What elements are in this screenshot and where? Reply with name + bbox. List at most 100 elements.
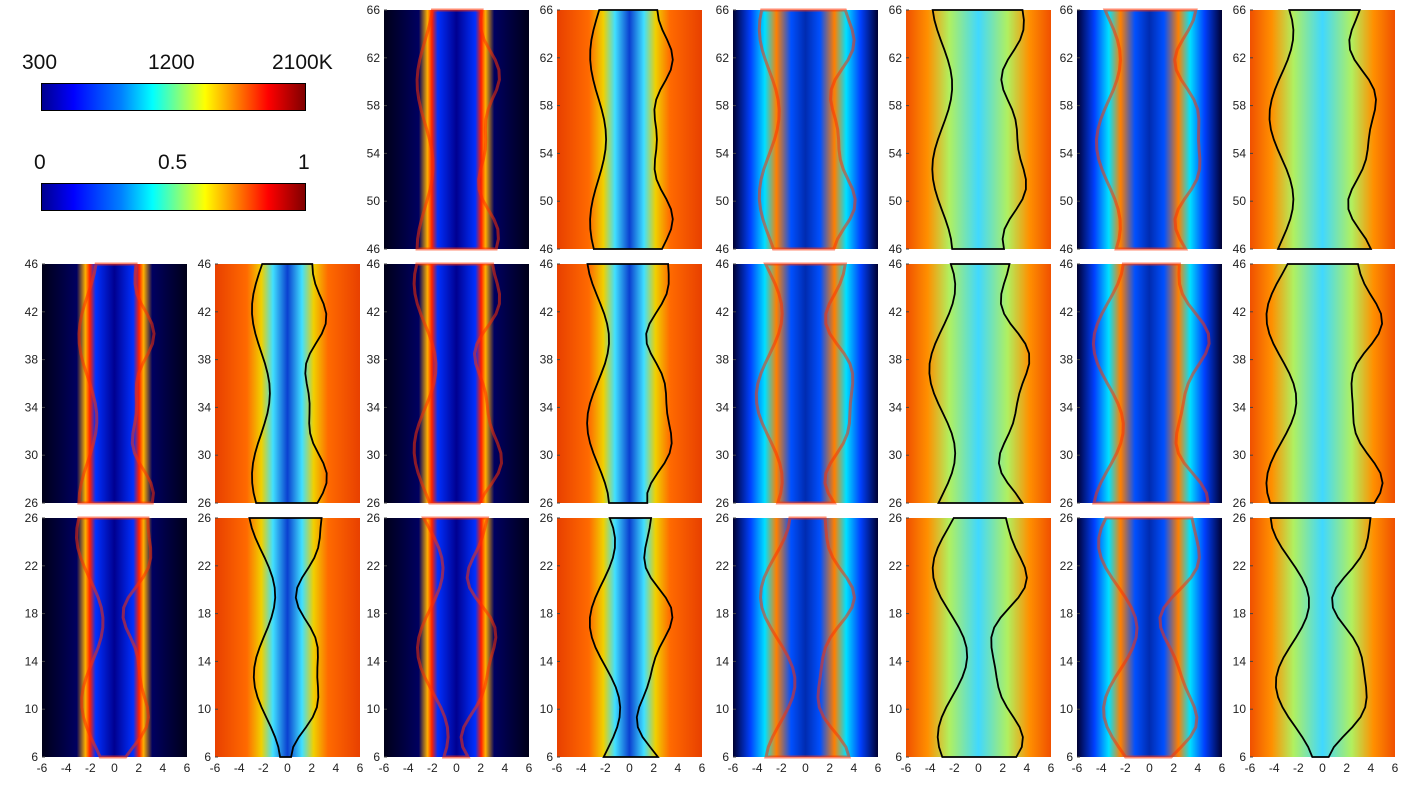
panel-r2-c8: 26 30 34 38 42 46 <box>1233 257 1395 510</box>
y-tick-label: 30 <box>1060 448 1074 462</box>
y-tick-label: 14 <box>1233 654 1247 668</box>
scalar-field <box>906 10 1051 249</box>
flame-contour <box>589 9 674 250</box>
flame-front <box>412 262 504 505</box>
scalar-field <box>557 10 702 249</box>
x-tick-label: 2 <box>1170 761 1177 775</box>
y-tick-label: 14 <box>716 654 730 668</box>
x-tick-label: -4 <box>403 761 414 775</box>
flame-contour <box>1268 9 1377 250</box>
panel-r3-c1: 6 10 14 18 22 26 -6 -4 -2 0 2 4 6 <box>25 511 191 775</box>
y-tick-label: 30 <box>198 448 212 462</box>
flame-contour <box>248 517 323 758</box>
y-tick-label: 10 <box>367 702 381 716</box>
y-tick-label: 66 <box>716 3 730 17</box>
temperature-colorbar <box>41 83 306 111</box>
y-tick-label: 50 <box>889 194 903 208</box>
x-tick-label: 6 <box>184 761 191 775</box>
y-tick-label: 22 <box>25 559 39 573</box>
y-tick-label: 46 <box>25 257 39 271</box>
y-tick-label: 26 <box>367 496 381 510</box>
y-tick-label: 10 <box>1233 702 1247 716</box>
y-tick-label: 54 <box>716 146 730 160</box>
flame-contour <box>586 263 673 504</box>
x-tick-label: 0 <box>802 761 809 775</box>
x-tick-label: -4 <box>1269 761 1280 775</box>
x-tick-label: -2 <box>600 761 611 775</box>
x-tick-label: 4 <box>332 761 339 775</box>
y-tick-label: 34 <box>25 400 39 414</box>
y-tick-label: 54 <box>540 146 554 160</box>
y-tick-label: 50 <box>716 194 730 208</box>
y-tick-label: 62 <box>540 51 554 65</box>
y-tick-label: 42 <box>1060 305 1074 319</box>
x-tick-label: 4 <box>1023 761 1030 775</box>
colorbar-2-min-label: 0 <box>34 151 46 174</box>
temperature-field <box>733 264 878 503</box>
flame-contour <box>1269 517 1372 758</box>
y-tick-label: 34 <box>1060 400 1074 414</box>
y-tick-label: 26 <box>198 511 212 525</box>
x-tick-label: -6 <box>552 761 563 775</box>
y-tick-label: 58 <box>716 99 730 113</box>
temperature-field <box>42 518 187 757</box>
x-tick-label: 4 <box>1367 761 1374 775</box>
y-tick-label: 26 <box>716 511 730 525</box>
y-tick-label: 6 <box>546 750 553 764</box>
flame-front <box>415 516 498 759</box>
y-tick-label: 46 <box>889 257 903 271</box>
panel-r1-c4: 46 50 54 58 62 66 <box>540 3 702 256</box>
y-tick-label: 38 <box>25 353 39 367</box>
flame-contour <box>931 9 1027 250</box>
y-tick-label: 26 <box>540 496 554 510</box>
x-tick-label: 2 <box>650 761 657 775</box>
x-tick-label: -4 <box>234 761 245 775</box>
y-tick-label: 14 <box>198 654 212 668</box>
y-tick-label: 42 <box>25 305 39 319</box>
x-tick-label: 2 <box>308 761 315 775</box>
y-tick-label: 6 <box>722 750 729 764</box>
y-tick-label: 46 <box>1060 242 1074 256</box>
x-tick-label: 0 <box>1319 761 1326 775</box>
y-tick-label: 26 <box>1060 496 1074 510</box>
y-tick-label: 26 <box>1233 496 1247 510</box>
panel-r3-c3: 6 10 14 18 22 26 -6 -4 -2 0 2 4 6 <box>367 511 533 775</box>
y-tick-label: 10 <box>716 702 730 716</box>
x-tick-label: -2 <box>1293 761 1304 775</box>
y-tick-label: 18 <box>540 607 554 621</box>
panel-r1-c8: 46 50 54 58 62 66 <box>1233 3 1395 256</box>
x-tick-label: 2 <box>826 761 833 775</box>
y-tick-label: 34 <box>889 400 903 414</box>
scalar-field <box>906 264 1051 503</box>
y-tick-label: 66 <box>1233 3 1247 17</box>
y-tick-label: 14 <box>25 654 39 668</box>
x-tick-label: 0 <box>453 761 460 775</box>
y-tick-label: 22 <box>198 559 212 573</box>
x-tick-label: 6 <box>875 761 882 775</box>
y-tick-label: 30 <box>367 448 381 462</box>
panel-r2-c2: 26 30 34 38 42 46 <box>198 257 360 510</box>
flame-front <box>415 8 501 251</box>
y-tick-label: 10 <box>198 702 212 716</box>
y-tick-label: 22 <box>540 559 554 573</box>
x-tick-label: 2 <box>999 761 1006 775</box>
y-tick-label: 26 <box>367 511 381 525</box>
y-tick-label: 46 <box>367 257 381 271</box>
flame-contour <box>589 517 674 758</box>
panel-r1-c3: 46 50 54 58 62 66 <box>367 3 529 256</box>
x-tick-label: -2 <box>949 761 960 775</box>
y-tick-label: 46 <box>540 257 554 271</box>
flame-contour <box>931 517 1028 758</box>
y-tick-label: 34 <box>540 400 554 414</box>
y-tick-label: 10 <box>1060 702 1074 716</box>
y-tick-label: 6 <box>895 750 902 764</box>
colorbar-1-max-label: 2100K <box>272 51 333 74</box>
y-tick-label: 26 <box>1233 511 1247 525</box>
y-tick-label: 30 <box>1233 448 1247 462</box>
y-tick-label: 50 <box>1060 194 1074 208</box>
y-tick-label: 26 <box>716 496 730 510</box>
y-tick-label: 18 <box>716 607 730 621</box>
panel-r2-c7: 26 30 34 38 42 46 <box>1060 257 1222 510</box>
flame-front <box>757 8 857 251</box>
